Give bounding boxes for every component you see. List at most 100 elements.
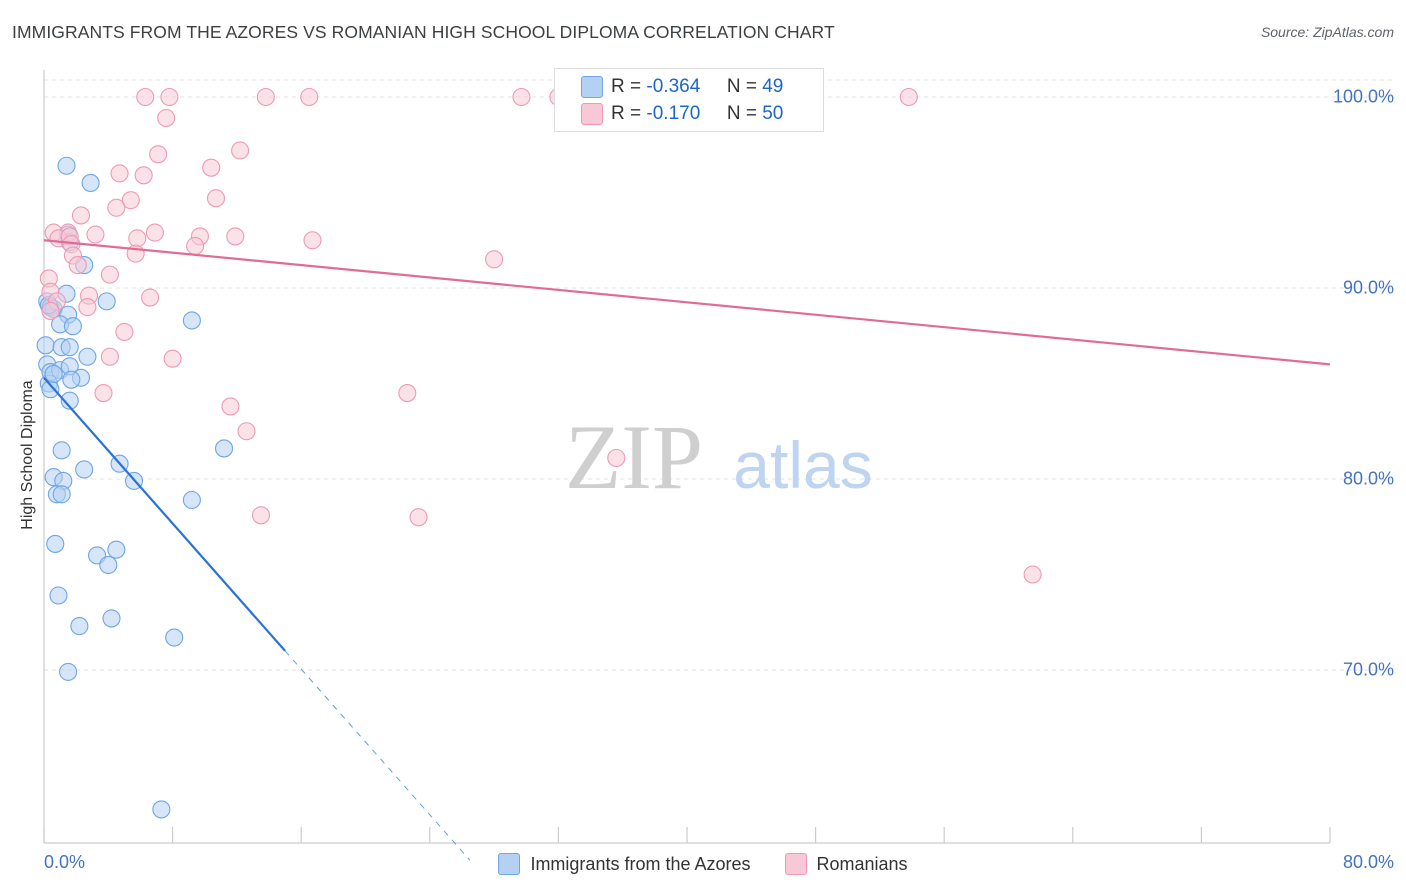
r-label: R = <box>611 103 642 124</box>
data-point <box>303 231 322 250</box>
data-point <box>62 370 81 389</box>
data-point <box>78 298 97 317</box>
legend-item-romanians[interactable]: Romanians <box>784 853 908 875</box>
data-point <box>107 198 126 217</box>
data-point <box>409 508 428 527</box>
x-tick-label: 0.0% <box>44 852 86 872</box>
y-tick-label: 90.0% <box>1342 277 1394 298</box>
data-point <box>136 87 155 107</box>
data-point <box>214 439 234 458</box>
data-point <box>49 586 68 605</box>
data-point <box>99 555 118 575</box>
n-label: N = <box>726 103 757 124</box>
data-point <box>41 380 60 399</box>
data-point <box>102 609 121 628</box>
trend-line-extension <box>284 650 471 861</box>
data-point <box>398 383 417 403</box>
data-point <box>149 145 168 164</box>
n-label: N = <box>726 76 757 97</box>
r-value: -0.170 <box>646 103 701 124</box>
data-point <box>70 617 89 636</box>
stats-legend: R = -0.364 N = 49 R = -0.170 N = 50 <box>554 68 824 132</box>
data-point <box>36 336 55 355</box>
legend-swatch-azores <box>498 853 521 875</box>
series-romanians <box>39 87 1042 584</box>
data-point <box>226 227 245 246</box>
data-point <box>145 223 164 242</box>
data-point <box>121 191 140 210</box>
r-value: -0.364 <box>646 76 701 97</box>
data-point <box>78 347 97 366</box>
data-point <box>100 265 119 284</box>
data-point <box>237 422 256 441</box>
data-point <box>128 229 147 248</box>
data-point <box>1023 565 1042 584</box>
trend-line <box>43 377 286 652</box>
data-point <box>221 397 240 416</box>
watermark-zip: ZIP <box>565 406 703 508</box>
legend-swatch-azores <box>581 76 603 98</box>
data-point <box>141 288 160 307</box>
watermark: ZIP atlas <box>565 406 873 508</box>
y-tick-label: 80.0% <box>1342 468 1394 489</box>
legend-item-azores[interactable]: Immigrants from the Azores <box>498 853 751 875</box>
series-legend: Immigrants from the Azores Romanians <box>0 850 1406 878</box>
trend-line <box>43 239 1331 366</box>
legend-label-azores: Immigrants from the Azores <box>530 853 751 874</box>
data-point <box>165 628 184 647</box>
data-point <box>60 391 79 410</box>
data-point <box>300 87 319 107</box>
data-point <box>44 364 63 384</box>
data-point <box>63 317 82 336</box>
data-point <box>134 166 153 185</box>
data-point <box>182 311 201 330</box>
data-point <box>107 540 126 559</box>
data-point <box>97 292 116 311</box>
data-point <box>46 534 65 553</box>
legend-swatch-romanians <box>784 853 807 875</box>
data-point <box>86 225 105 244</box>
data-point <box>186 236 205 256</box>
data-point <box>59 662 78 681</box>
data-point <box>52 485 71 504</box>
legend-swatch-romanians <box>581 103 603 125</box>
data-point <box>485 250 504 269</box>
legend-label-romanians: Romanians <box>816 853 908 874</box>
data-point <box>81 173 100 192</box>
data-point <box>182 490 201 510</box>
trend-lines <box>43 239 1331 861</box>
data-point <box>202 158 221 177</box>
data-point <box>231 141 250 160</box>
data-point <box>52 441 71 460</box>
r-label: R = <box>611 76 642 97</box>
data-point <box>163 349 182 368</box>
data-point <box>41 301 60 320</box>
data-point <box>110 164 129 183</box>
data-point <box>60 338 79 357</box>
data-point <box>75 460 94 479</box>
data-point <box>157 108 176 128</box>
data-point <box>251 506 271 525</box>
data-point <box>256 87 275 107</box>
data-point <box>68 256 87 275</box>
data-point <box>607 448 626 468</box>
chart-title: IMMIGRANTS FROM THE AZORES VS ROMANIAN H… <box>12 22 835 42</box>
axes <box>43 70 1331 844</box>
data-point <box>71 206 91 225</box>
n-value: 50 <box>762 103 784 124</box>
data-point <box>512 87 531 107</box>
data-point <box>206 189 226 208</box>
gridlines <box>44 79 1396 671</box>
data-point <box>160 87 179 107</box>
n-value: 49 <box>762 76 784 97</box>
y-tick-label: 100.0% <box>1332 86 1394 107</box>
y-tick-label: 70.0% <box>1342 659 1394 680</box>
data-point <box>152 800 171 819</box>
data-point <box>94 383 113 403</box>
data-point <box>115 322 134 341</box>
data-point <box>57 156 76 175</box>
x-tick-label: 80.0% <box>1342 852 1394 872</box>
data-point <box>899 87 918 107</box>
data-point <box>100 347 119 366</box>
